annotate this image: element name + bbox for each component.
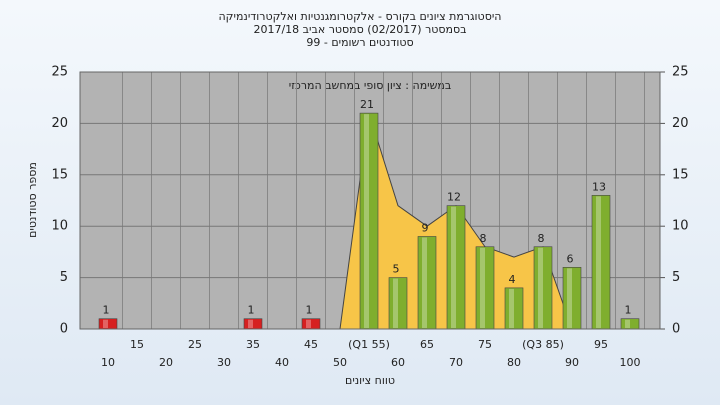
y2-tick-label: 25 (672, 65, 689, 80)
x-tick-label: (Q1 55) (348, 338, 390, 351)
data-label: 12 (447, 191, 461, 204)
bar-highlight (625, 319, 630, 328)
bar-highlight (422, 237, 427, 328)
y-tick-label: 25 (51, 65, 68, 80)
x-tick-label: 90 (565, 356, 579, 369)
y-tick-label: 20 (51, 116, 68, 131)
x-tick-label: 65 (420, 338, 434, 351)
x-tick-label: 80 (507, 356, 521, 369)
bar-highlight (567, 268, 572, 328)
data-label: 1 (248, 304, 255, 317)
data-label: 9 (422, 221, 429, 234)
bar-highlight (364, 114, 369, 329)
bar-highlight (248, 319, 253, 328)
x-tick-label: 95 (594, 338, 608, 351)
annotation: במשימה : ציון סופי במחשב המרכזי (289, 79, 452, 92)
x-tick-label: 10 (101, 356, 115, 369)
x-axis-label: טווח ציונים (345, 374, 395, 387)
x-tick-label: 40 (275, 356, 289, 369)
y2-tick-label: 5 (672, 270, 680, 285)
x-tick-label: 100 (620, 356, 641, 369)
x-tick-label: 20 (159, 356, 173, 369)
bar-highlight (596, 196, 601, 328)
x-tick-label: 45 (304, 338, 318, 351)
x-tick-label: 30 (217, 356, 231, 369)
data-label: 1 (306, 304, 313, 317)
data-label: 1 (103, 304, 110, 317)
x-tick-label: 25 (188, 338, 202, 351)
y2-tick-label: 10 (672, 219, 689, 234)
x-tick-label: 15 (130, 338, 144, 351)
y-axis-label: מספר סטודנטים (26, 162, 39, 238)
chart-title: היסטוגרמת ציונים בקורס - אלקטרומגנטיות ו… (219, 10, 502, 23)
bar-highlight (393, 278, 398, 328)
x-tick-label: 70 (449, 356, 463, 369)
y2-tick-label: 20 (672, 116, 689, 131)
y-tick-label: 0 (60, 322, 68, 337)
x-tick-label: 50 (333, 356, 347, 369)
data-label: 8 (538, 232, 545, 245)
y-tick-label: 15 (51, 167, 68, 182)
data-label: 6 (567, 252, 574, 265)
bar-highlight (306, 319, 311, 328)
x-tick-label: 60 (391, 356, 405, 369)
x-tick-label: (Q3 85) (522, 338, 564, 351)
y-tick-label: 5 (60, 270, 68, 285)
bar-highlight (451, 206, 456, 328)
chart-subtitle: סטודנטים רשומים - 99 (306, 36, 413, 49)
data-label: 8 (480, 232, 487, 245)
data-label: 13 (592, 180, 606, 193)
bar-highlight (509, 288, 514, 328)
bar-highlight (538, 247, 543, 328)
x-tick-label: 35 (246, 338, 260, 351)
y-tick-label: 10 (51, 219, 68, 234)
data-label: 1 (625, 304, 632, 317)
bar-highlight (480, 247, 485, 328)
y2-tick-label: 0 (672, 322, 680, 337)
chart-subtitle: בסמסטר (02/2017) סמסטר אביב 2017/18 (253, 23, 466, 36)
plot-border (79, 71, 661, 330)
data-label: 21 (360, 98, 374, 111)
data-label: 4 (509, 273, 516, 286)
data-label: 5 (393, 263, 400, 276)
bar-highlight (103, 319, 108, 328)
y2-tick-label: 15 (672, 167, 689, 182)
x-tick-label: 75 (478, 338, 492, 351)
